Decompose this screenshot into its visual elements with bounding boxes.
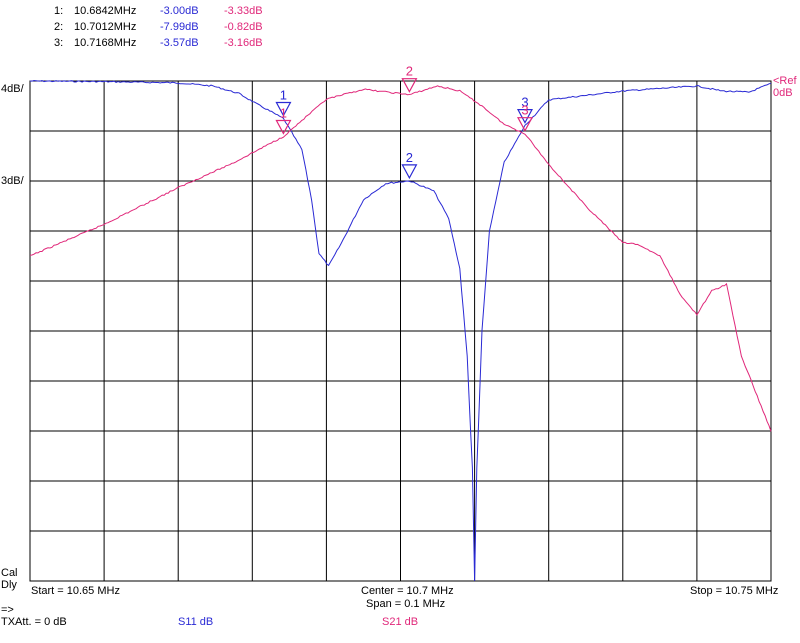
right-ref-label: <Ref	[773, 75, 797, 87]
marker-number-s21: 2	[406, 64, 413, 79]
marker-frequency: 10.7012MHz	[74, 21, 137, 33]
marker-number-s11: 2	[406, 150, 413, 165]
marker-number-s11: 1	[280, 88, 287, 103]
marker-triangle-s11	[516, 109, 533, 124]
marker-frequency: 10.6842MHz	[74, 5, 137, 17]
marker-row-1: 1: 10.6842MHz -3.00dB -3.33dB	[54, 5, 263, 17]
s11-trace-legend: S11 dB	[178, 616, 214, 628]
tx-attenuation-label: TXAtt. = 0 dB	[1, 616, 67, 628]
marker-number-s21: 3	[521, 103, 528, 118]
marker-s21-value: -0.82dB	[224, 21, 263, 33]
marker-triangle-s21	[516, 117, 533, 132]
marker-triangle-s21	[401, 78, 418, 93]
s21-trace-legend: S21 dB	[382, 616, 419, 628]
center-frequency-label: Center = 10.7 MHz	[361, 585, 454, 597]
marker-s11-value: -3.57dB	[160, 37, 199, 49]
plot-markers: 1 1 2 2 33	[275, 64, 533, 180]
dly-label: Dly	[1, 579, 17, 591]
stop-frequency-label: Stop = 10.75 MHz	[690, 585, 779, 597]
marker-triangle-s21	[275, 119, 292, 135]
marker-s11-value: -7.99dB	[160, 21, 199, 33]
marker-row-2: 2: 10.7012MHz -7.99dB -0.82dB	[54, 21, 263, 33]
left-scale-top-label: 4dB/	[1, 83, 24, 95]
marker-readout: 1: 10.6842MHz -3.00dB -3.33dB 2: 10.7012MHz -…	[0, 0, 330, 52]
s11-trace-line	[29, 79, 772, 582]
marker-number-s21: 1	[280, 106, 287, 121]
s21-trace-line	[29, 85, 772, 432]
start-frequency-label: Start = 10.65 MHz	[31, 585, 120, 597]
marker-triangle-s11	[401, 164, 418, 180]
marker-index: 3:	[54, 37, 64, 49]
span-label: Span = 0.1 MHz	[366, 598, 446, 610]
marker-number-s11: 3	[521, 95, 528, 110]
marker-row-3: 3: 10.7168MHz -3.57dB -3.16dB	[54, 37, 263, 49]
left-scale-second-label: 3dB/	[1, 175, 24, 187]
cal-label: Cal	[1, 567, 18, 579]
marker-frequency: 10.7168MHz	[74, 37, 137, 49]
marker-s21-value: -3.33dB	[224, 5, 263, 17]
plot-grid	[29, 80, 772, 582]
marker-triangle-s11	[275, 101, 292, 117]
right-ref-value: 0dB	[773, 87, 793, 99]
marker-index: 1:	[54, 5, 64, 17]
marker-index: 2:	[54, 21, 64, 33]
plot-traces	[29, 79, 772, 582]
marker-s21-value: -3.16dB	[224, 37, 263, 49]
marker-s11-value: -3.00dB	[160, 5, 199, 17]
arrow-indicator: =>	[1, 604, 14, 616]
